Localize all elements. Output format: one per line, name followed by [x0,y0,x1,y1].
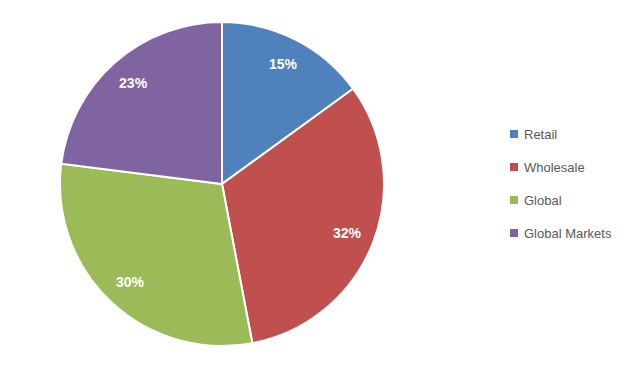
slices-clip [60,22,384,346]
data-label: 32% [333,225,362,241]
legend-item: Retail [510,127,557,142]
legend-label: Global [524,193,562,208]
slices [60,22,384,346]
data-label: 15% [269,56,298,72]
pie-slice [61,22,222,184]
pie-slice [60,164,252,346]
legend-swatch [510,130,518,138]
legend-swatch [510,229,518,237]
legend-label: Global Markets [524,226,612,241]
data-label: 30% [116,274,145,290]
chart: 15% 32% 30% 23% Retail Wholesale Global Global … [0,0,640,365]
legend-label: Retail [524,127,557,142]
data-labels: 15% 32% 30% 23% [116,56,362,290]
legend-swatch [510,163,518,171]
legend: Retail Wholesale Global Global Markets [510,127,612,241]
legend-item: Global [510,193,562,208]
data-label: 23% [119,75,148,91]
pie-slice [222,89,384,343]
legend-label: Wholesale [524,160,585,175]
legend-swatch [510,196,518,204]
legend-item: Global Markets [510,226,612,241]
legend-item: Wholesale [510,160,585,175]
